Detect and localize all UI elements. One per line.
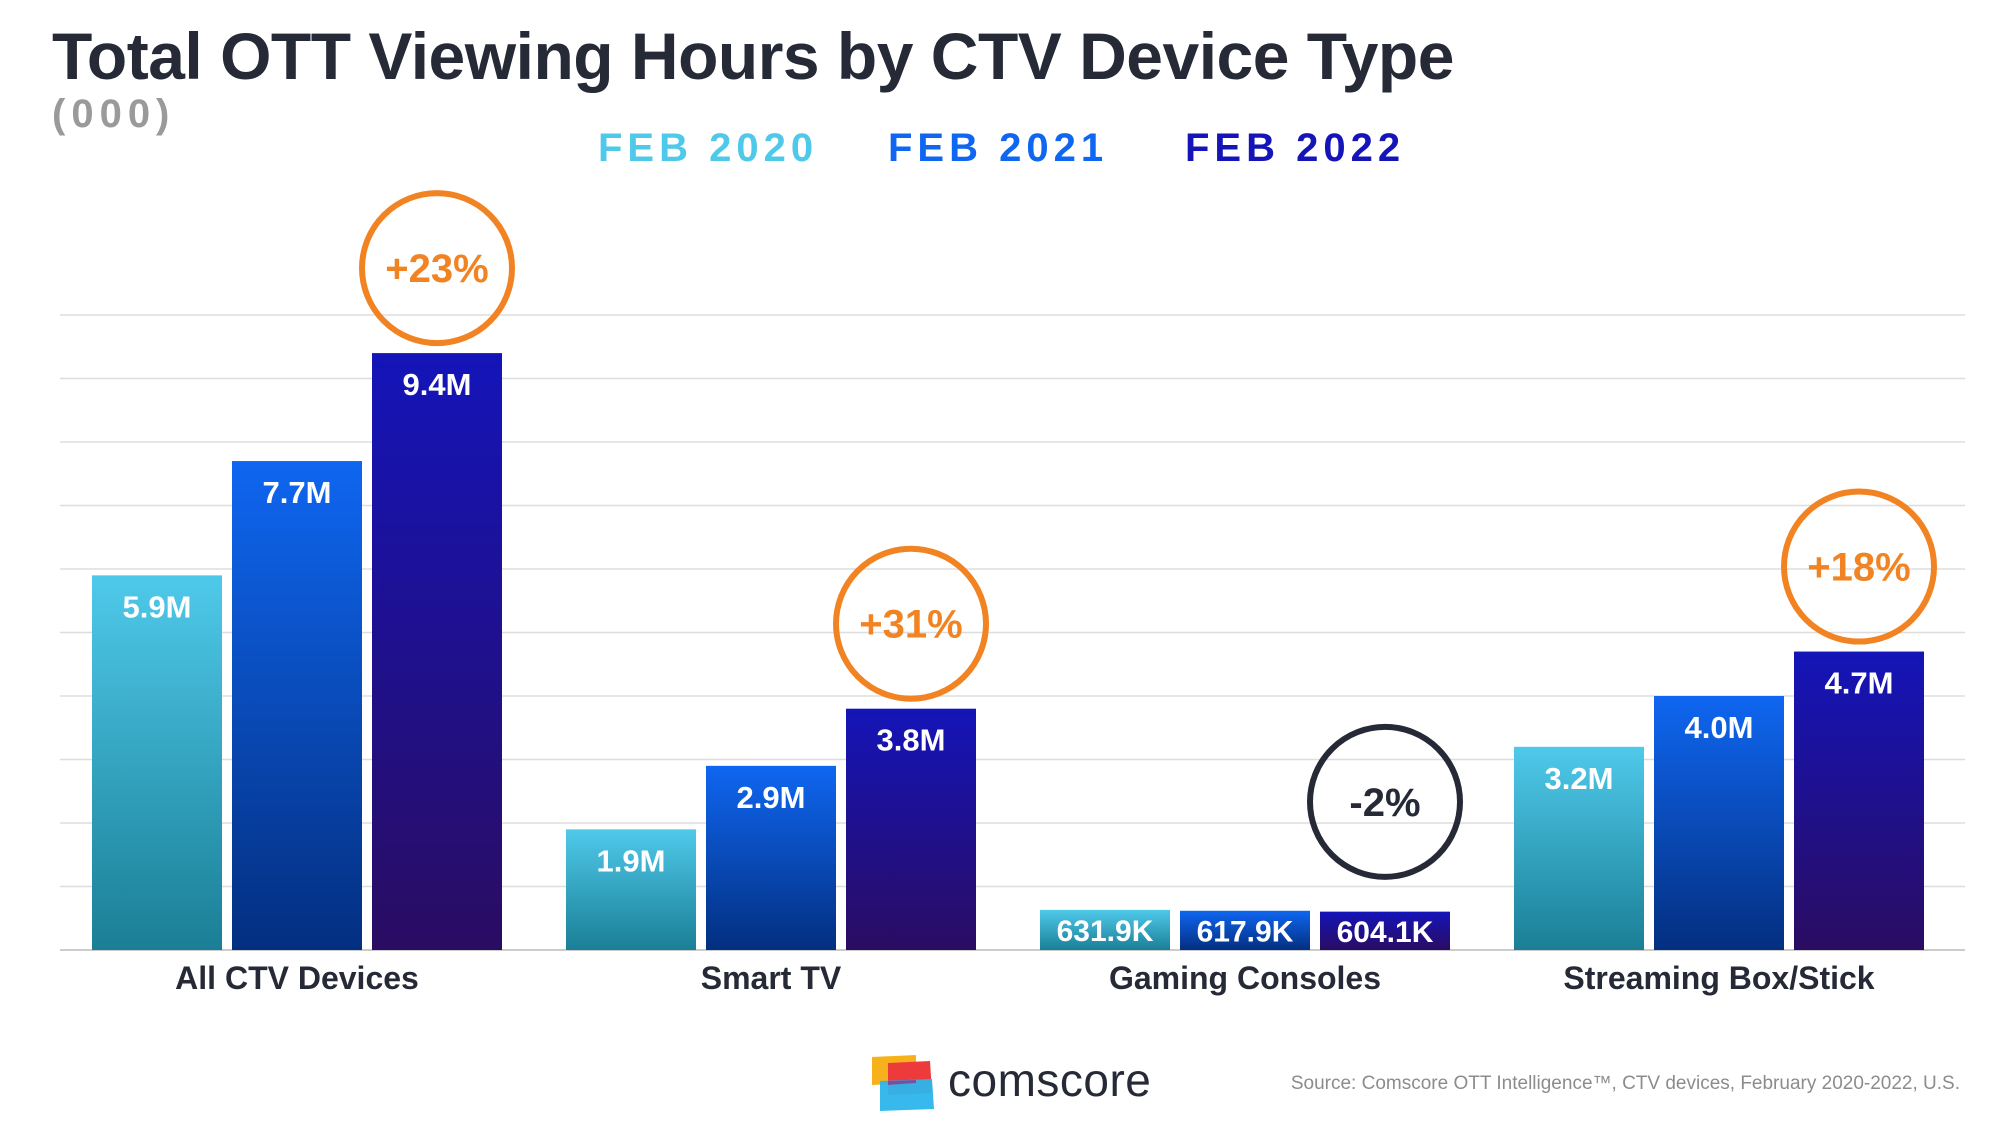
bar xyxy=(846,708,976,950)
data-label: 7.7M xyxy=(263,475,332,510)
brand-name: comscore xyxy=(948,1054,1152,1106)
data-label: 604.1K xyxy=(1337,916,1434,949)
bar xyxy=(1654,696,1784,950)
data-label: 3.2M xyxy=(1545,761,1614,796)
bar xyxy=(232,461,362,950)
bar xyxy=(1040,909,1170,950)
bar xyxy=(1514,746,1644,950)
data-label: 2.9M xyxy=(737,780,806,815)
data-label: 617.9K xyxy=(1197,915,1294,948)
bar xyxy=(1794,651,1924,950)
bar xyxy=(1180,910,1310,950)
data-label: 4.0M xyxy=(1685,710,1754,745)
bar xyxy=(372,353,502,951)
category-label: Smart TV xyxy=(701,960,842,996)
change-badge-label: +18% xyxy=(1807,546,1910,590)
change-badge-label: -2% xyxy=(1349,781,1420,825)
change-badge-label: +23% xyxy=(385,247,488,291)
bar xyxy=(92,575,222,950)
change-badge-circle xyxy=(1781,488,1937,645)
bar xyxy=(566,829,696,950)
change-badge-label: +31% xyxy=(859,603,962,647)
data-label: 1.9M xyxy=(597,843,666,878)
legend-feb-2021: FEB 2021 xyxy=(888,126,1109,170)
change-badge-circle xyxy=(1307,723,1463,880)
legend-feb-2022: FEB 2022 xyxy=(1185,126,1406,170)
data-label: 5.9M xyxy=(123,589,192,624)
chart-subtitle: (000) xyxy=(52,92,176,136)
source-note: Source: Comscore OTT Intelligence™, CTV … xyxy=(1290,1073,1960,1094)
bar xyxy=(1320,911,1450,950)
change-badge-circle xyxy=(833,545,989,702)
change-badge-circle xyxy=(359,190,515,347)
data-label: 4.7M xyxy=(1825,666,1894,701)
category-label: Streaming Box/Stick xyxy=(1563,960,1874,996)
category-label: Gaming Consoles xyxy=(1109,960,1381,996)
chart-title: Total OTT Viewing Hours by CTV Device Ty… xyxy=(52,19,1454,93)
data-label: 3.8M xyxy=(877,723,946,758)
data-label: 631.9K xyxy=(1057,915,1154,948)
data-label: 9.4M xyxy=(403,367,472,402)
category-label: All CTV Devices xyxy=(175,960,419,996)
comscore-logo-icon xyxy=(872,1055,934,1111)
legend-feb-2020: FEB 2020 xyxy=(598,126,819,170)
bar xyxy=(706,765,836,950)
